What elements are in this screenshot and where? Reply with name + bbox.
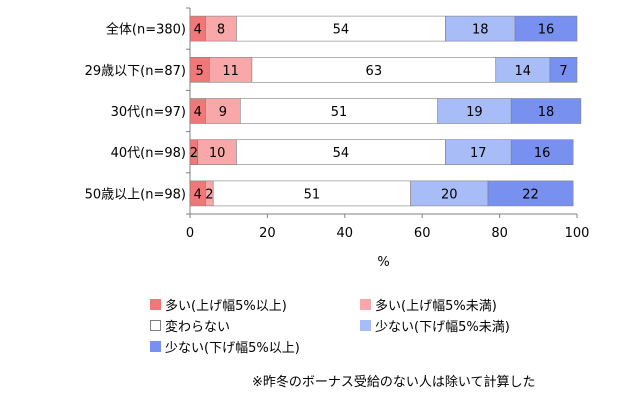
legend: 多い(上げ幅5%以上) 多い(上げ幅5%未満) 変わらない 少ない(下げ幅5%未… xyxy=(150,295,570,365)
data-label: 51 xyxy=(331,105,348,120)
data-label: 5 xyxy=(196,64,204,79)
legend-item-up5plus: 多い(上げ幅5%以上) xyxy=(150,295,287,314)
data-label: 18 xyxy=(538,105,555,120)
legend-item-down5minus: 少ない(下げ幅5%未満) xyxy=(360,316,510,335)
data-label: 63 xyxy=(366,64,383,79)
bar-segment xyxy=(197,139,237,165)
bar-segment xyxy=(236,139,446,165)
data-label: 51 xyxy=(304,187,321,202)
legend-swatch-down5minus xyxy=(360,319,371,331)
category-label: 30代(n=97) xyxy=(111,105,186,120)
footnote: ※昨冬のボーナス受給のない人は除いて計算した xyxy=(252,375,536,390)
legend-item-unchanged: 変わらない xyxy=(150,316,231,335)
category-label: 50歳以上(n=98) xyxy=(85,187,186,202)
legend-label-down5minus: 少ない(下げ幅5%未満) xyxy=(375,319,510,335)
data-label: 11 xyxy=(222,64,239,79)
data-label: 4 xyxy=(194,105,202,120)
legend-label-down5plus: 少ない(下げ幅5%以上) xyxy=(165,340,300,356)
x-tick-label: 40 xyxy=(337,226,354,241)
legend-swatch-up5plus xyxy=(150,298,161,310)
category-label: 29歳以下(n=87) xyxy=(85,64,186,79)
bar-segment xyxy=(510,98,582,124)
legend-label-up5minus: 多い(上げ幅5%未満) xyxy=(375,298,497,314)
bar-segment xyxy=(495,56,551,83)
bar-segment xyxy=(487,180,574,207)
data-label: 8 xyxy=(217,23,225,38)
data-label: 16 xyxy=(534,146,551,161)
data-label: 18 xyxy=(472,23,489,38)
bar-segment xyxy=(251,56,497,83)
x-tick-label: 60 xyxy=(414,226,431,241)
bar-segment xyxy=(240,98,438,124)
legend-swatch-up5minus xyxy=(360,298,371,310)
data-label: 4 xyxy=(194,187,202,202)
legend-swatch-down5plus xyxy=(150,340,161,352)
data-label: 7 xyxy=(559,64,567,79)
data-label: 17 xyxy=(470,146,487,161)
data-label: 20 xyxy=(441,187,458,202)
bar-segment xyxy=(205,15,237,42)
data-label: 10 xyxy=(209,146,226,161)
category-label: 全体(n=380) xyxy=(106,22,186,38)
x-axis-title: % xyxy=(377,255,389,270)
data-label: 16 xyxy=(538,23,555,38)
data-label: 4 xyxy=(194,23,202,38)
data-label: 2 xyxy=(190,146,198,161)
data-label: 14 xyxy=(515,64,532,79)
bar-segment xyxy=(510,139,574,165)
data-label: 9 xyxy=(219,105,227,120)
x-tick-label: 20 xyxy=(259,226,276,241)
bar-segment xyxy=(445,139,512,165)
bar-segment xyxy=(209,56,253,83)
bar-segment xyxy=(514,15,578,42)
bar-segment xyxy=(410,180,489,207)
legend-item-down5plus: 少ない(下げ幅5%以上) xyxy=(150,337,300,356)
category-label: 40代(n=98) xyxy=(111,146,186,161)
data-label: 2 xyxy=(205,187,213,202)
x-tick-label: 100 xyxy=(565,226,590,241)
data-label: 19 xyxy=(466,105,483,120)
legend-swatch-unchanged xyxy=(150,319,161,331)
data-label: 22 xyxy=(522,187,539,202)
x-tick-label: 0 xyxy=(186,226,194,241)
data-label: 54 xyxy=(333,146,350,161)
legend-label-up5plus: 多い(上げ幅5%以上) xyxy=(165,298,287,314)
bar-segment xyxy=(549,56,578,83)
legend-item-up5minus: 多い(上げ幅5%未満) xyxy=(360,295,497,314)
bar-segment xyxy=(437,98,512,124)
legend-label-unchanged: 変わらない xyxy=(165,319,231,335)
bar-segment xyxy=(212,180,411,207)
x-tick-label: 80 xyxy=(491,226,508,241)
data-label: 54 xyxy=(333,23,350,38)
